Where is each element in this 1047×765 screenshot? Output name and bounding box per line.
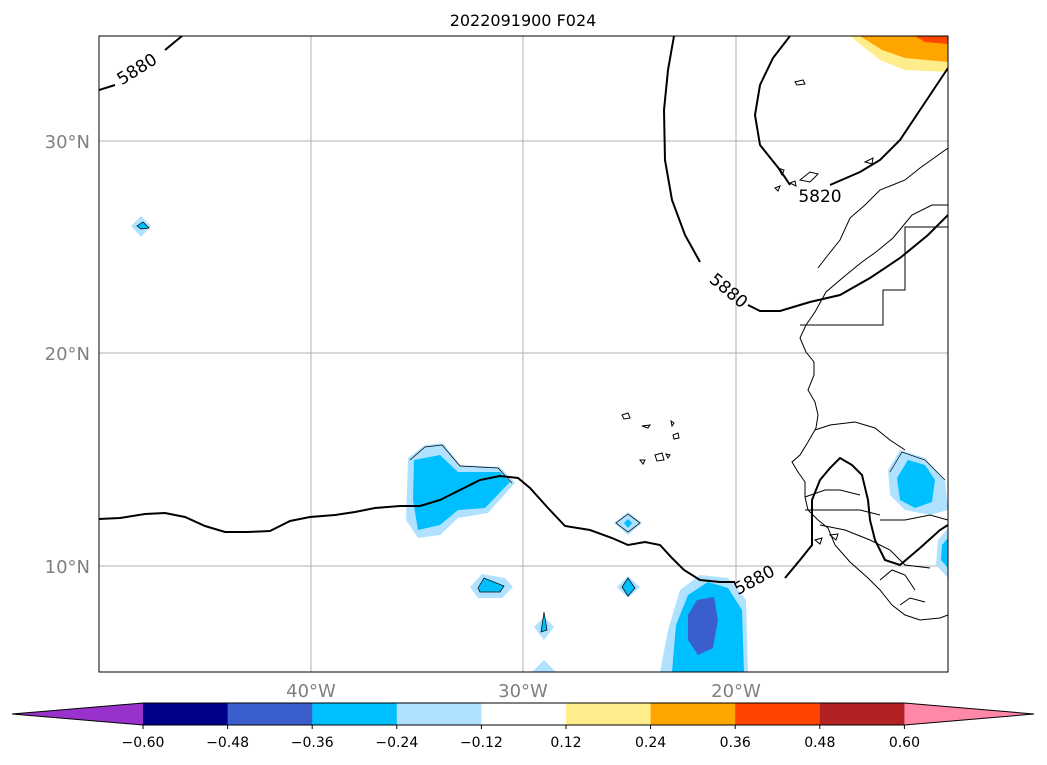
cape-verde-7 [665,453,671,459]
colorbar-segment [143,703,229,725]
coastlines [791,147,948,621]
colorbar: −0.60 −0.48 −0.36 −0.24 −0.12 0.12 0.24 0.36 0.4… [11,702,1035,751]
warm-anomaly-orange [860,36,948,62]
colorbar-tick-label: 0.48 [804,735,835,751]
canary-3 [774,185,781,192]
contour-label-e: 5880 [705,270,751,313]
colorbar-tick-label: −0.24 [375,735,418,751]
cape-verde-2 [641,424,652,429]
border-mali [880,514,948,521]
colorbar-tick-label: −0.48 [206,735,249,751]
canary-4 [788,180,797,187]
colorbar-segment [650,703,736,725]
colorbar-segment [566,703,652,725]
cape-verde-1 [621,412,631,420]
gridlines [99,36,948,672]
colorbar-tick-label: −0.60 [122,735,165,751]
colorbar-segment [396,703,482,725]
canary-2 [798,171,819,183]
islands [621,79,874,545]
colorbar-extend-high [904,703,1034,725]
border-morocco [817,147,948,269]
madeira [794,79,806,86]
colorbar-segment [312,703,398,725]
border-sierra-leone [879,569,926,606]
lon-label-40w: 40°W [286,681,336,702]
lat-label-10n: 10°N [45,557,90,578]
colorbar-tick-label: −0.36 [291,735,334,751]
plot-frame [98,35,949,673]
bissagos [813,533,839,545]
contour-5880-northwest [99,36,183,91]
colorbar-segment [227,703,313,725]
colorbar-tick-label: −0.12 [460,735,503,751]
contour-5820 [753,36,948,186]
plot-area: 5880 5880 5820 5880 [99,36,948,672]
colorbar-tick-label: 0.24 [635,735,666,751]
canary-5 [863,157,874,165]
lat-label-30n: 30°N [45,132,90,153]
figure-title: 2022091900 F024 [450,11,597,30]
cape-verde-5 [639,459,646,465]
colorbar-segment [819,703,905,725]
africa-coast [791,204,948,621]
colorbar-tick-label: 0.36 [720,735,751,751]
lon-label-30w: 30°W [498,681,548,702]
lat-label-20n: 20°N [45,344,90,365]
colorbar-extend-low [12,703,143,725]
contour-5880-south [99,456,948,583]
cape-verde-4 [672,432,680,440]
shaded-anomalies [131,36,948,672]
colorbar-tick-label: 0.60 [889,735,920,751]
cape-verde-3 [670,419,675,428]
warm-anomaly-red [915,36,948,44]
colorbar-segment [735,703,821,725]
contour-5880-east [662,36,948,312]
border-western-sahara [800,226,948,326]
border-guinea [819,524,931,569]
contour-label-s: 5880 [731,562,779,600]
lon-label-20w: 20°W [711,681,761,702]
height-contours [99,36,948,583]
cape-verde-6 [654,452,665,462]
colorbar-segment [481,703,567,725]
contour-label-5820: 5820 [798,187,841,207]
border-mauritania [814,421,906,451]
contour-label-nw: 5880 [114,50,161,90]
colorbar-tick-label: 0.12 [550,735,581,751]
